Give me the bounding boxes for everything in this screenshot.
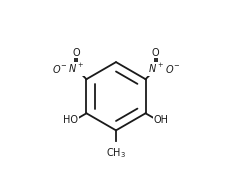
Text: O: O xyxy=(72,48,80,58)
Text: $N^+$: $N^+$ xyxy=(68,62,84,76)
Text: HO: HO xyxy=(63,115,78,125)
Text: O: O xyxy=(151,48,159,58)
Text: $O^{-}$: $O^{-}$ xyxy=(52,63,67,75)
Text: $N^+$: $N^+$ xyxy=(147,62,163,76)
Text: CH$_3$: CH$_3$ xyxy=(106,146,125,160)
Text: $O^{-}$: $O^{-}$ xyxy=(164,63,179,75)
Text: OH: OH xyxy=(153,115,168,125)
